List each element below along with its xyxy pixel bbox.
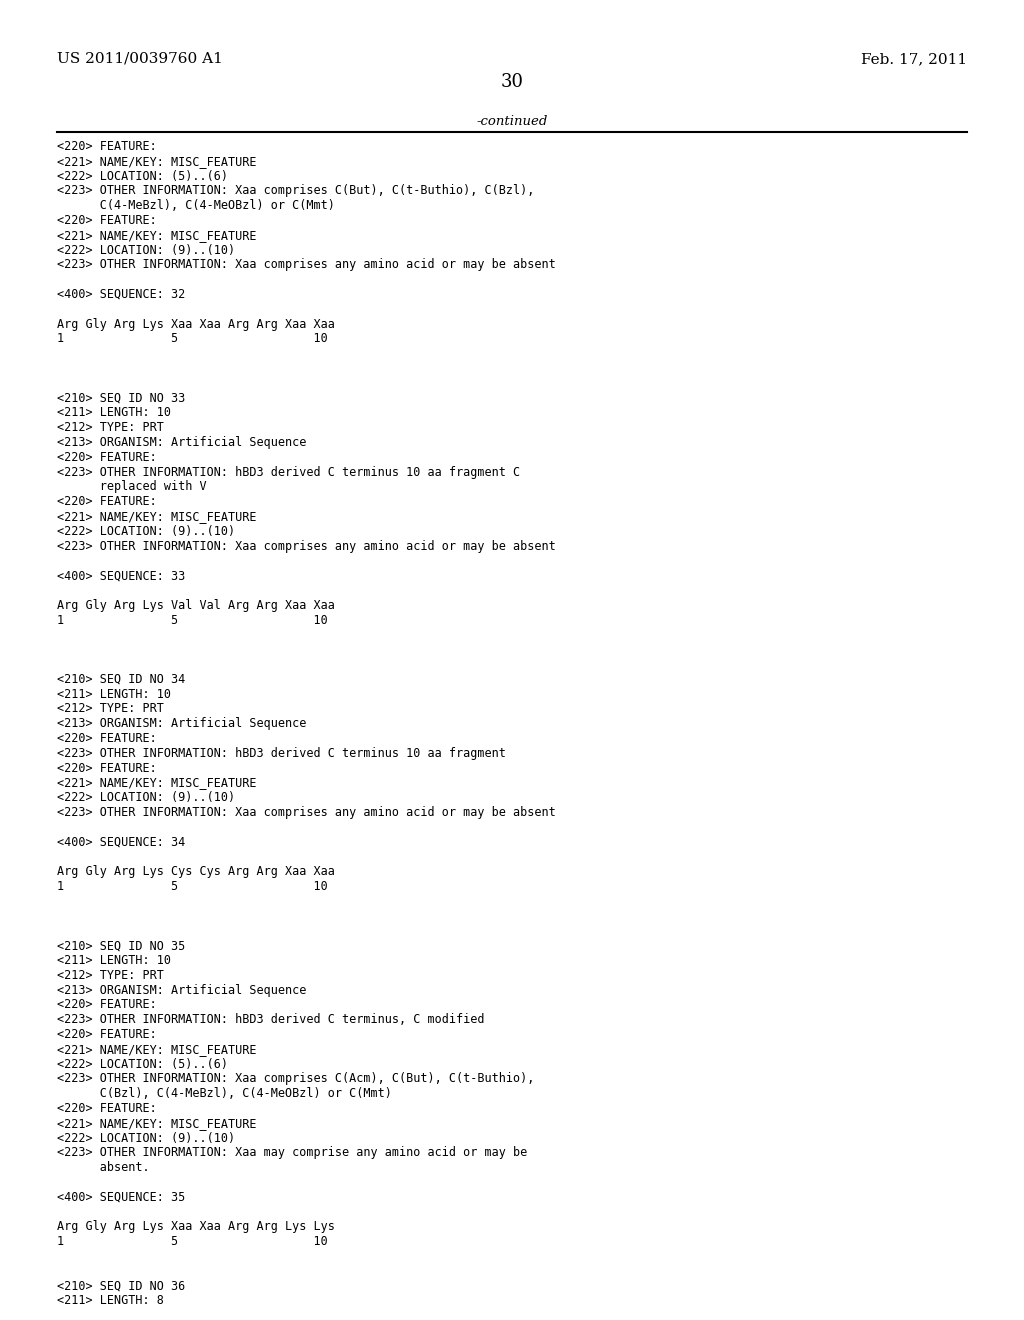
- Text: Arg Gly Arg Lys Xaa Xaa Arg Arg Lys Lys: Arg Gly Arg Lys Xaa Xaa Arg Arg Lys Lys: [57, 1221, 335, 1233]
- Text: C(4-MeBzl), C(4-MeOBzl) or C(Mmt): C(4-MeBzl), C(4-MeOBzl) or C(Mmt): [57, 199, 335, 213]
- Text: <220> FEATURE:: <220> FEATURE:: [57, 495, 157, 508]
- Text: <212> TYPE: PRT: <212> TYPE: PRT: [57, 421, 164, 434]
- Text: <220> FEATURE:: <220> FEATURE:: [57, 733, 157, 744]
- Text: <210> SEQ ID NO 35: <210> SEQ ID NO 35: [57, 940, 185, 952]
- Text: <400> SEQUENCE: 34: <400> SEQUENCE: 34: [57, 836, 185, 849]
- Text: Arg Gly Arg Lys Cys Cys Arg Arg Xaa Xaa: Arg Gly Arg Lys Cys Cys Arg Arg Xaa Xaa: [57, 865, 335, 878]
- Text: <400> SEQUENCE: 32: <400> SEQUENCE: 32: [57, 288, 185, 301]
- Text: 30: 30: [501, 73, 523, 91]
- Text: <223> OTHER INFORMATION: Xaa comprises any amino acid or may be absent: <223> OTHER INFORMATION: Xaa comprises a…: [57, 540, 556, 553]
- Text: <212> TYPE: PRT: <212> TYPE: PRT: [57, 969, 164, 982]
- Text: <223> OTHER INFORMATION: Xaa comprises C(But), C(t-Buthio), C(Bzl),: <223> OTHER INFORMATION: Xaa comprises C…: [57, 185, 535, 198]
- Text: <223> OTHER INFORMATION: Xaa may comprise any amino acid or may be: <223> OTHER INFORMATION: Xaa may compris…: [57, 1146, 527, 1159]
- Text: Feb. 17, 2011: Feb. 17, 2011: [861, 51, 967, 66]
- Text: <221> NAME/KEY: MISC_FEATURE: <221> NAME/KEY: MISC_FEATURE: [57, 776, 256, 789]
- Text: <220> FEATURE:: <220> FEATURE:: [57, 140, 157, 153]
- Text: US 2011/0039760 A1: US 2011/0039760 A1: [57, 51, 223, 66]
- Text: <222> LOCATION: (9)..(10): <222> LOCATION: (9)..(10): [57, 244, 236, 256]
- Text: <220> FEATURE:: <220> FEATURE:: [57, 998, 157, 1011]
- Text: <220> FEATURE:: <220> FEATURE:: [57, 1102, 157, 1115]
- Text: <210> SEQ ID NO 33: <210> SEQ ID NO 33: [57, 392, 185, 405]
- Text: <222> LOCATION: (9)..(10): <222> LOCATION: (9)..(10): [57, 1131, 236, 1144]
- Text: <222> LOCATION: (5)..(6): <222> LOCATION: (5)..(6): [57, 1057, 228, 1071]
- Text: <223> OTHER INFORMATION: hBD3 derived C terminus 10 aa fragment: <223> OTHER INFORMATION: hBD3 derived C …: [57, 747, 506, 760]
- Text: <210> SEQ ID NO 36: <210> SEQ ID NO 36: [57, 1279, 185, 1292]
- Text: <210> SEQ ID NO 34: <210> SEQ ID NO 34: [57, 673, 185, 686]
- Text: 1               5                   10: 1 5 10: [57, 1236, 328, 1249]
- Text: <223> OTHER INFORMATION: Xaa comprises C(Acm), C(But), C(t-Buthio),: <223> OTHER INFORMATION: Xaa comprises C…: [57, 1072, 535, 1085]
- Text: <221> NAME/KEY: MISC_FEATURE: <221> NAME/KEY: MISC_FEATURE: [57, 1117, 256, 1130]
- Text: <223> OTHER INFORMATION: hBD3 derived C terminus 10 aa fragment C: <223> OTHER INFORMATION: hBD3 derived C …: [57, 466, 520, 479]
- Text: Arg Gly Arg Lys Val Val Arg Arg Xaa Xaa: Arg Gly Arg Lys Val Val Arg Arg Xaa Xaa: [57, 599, 335, 611]
- Text: absent.: absent.: [57, 1162, 150, 1175]
- Text: <223> OTHER INFORMATION: hBD3 derived C terminus, C modified: <223> OTHER INFORMATION: hBD3 derived C …: [57, 1014, 484, 1026]
- Text: <222> LOCATION: (9)..(10): <222> LOCATION: (9)..(10): [57, 525, 236, 537]
- Text: C(Bzl), C(4-MeBzl), C(4-MeOBzl) or C(Mmt): C(Bzl), C(4-MeBzl), C(4-MeOBzl) or C(Mmt…: [57, 1088, 392, 1100]
- Text: <220> FEATURE:: <220> FEATURE:: [57, 762, 157, 775]
- Text: <213> ORGANISM: Artificial Sequence: <213> ORGANISM: Artificial Sequence: [57, 983, 306, 997]
- Text: <213> ORGANISM: Artificial Sequence: <213> ORGANISM: Artificial Sequence: [57, 436, 306, 449]
- Text: <400> SEQUENCE: 35: <400> SEQUENCE: 35: [57, 1191, 185, 1204]
- Text: <220> FEATURE:: <220> FEATURE:: [57, 1028, 157, 1041]
- Text: <221> NAME/KEY: MISC_FEATURE: <221> NAME/KEY: MISC_FEATURE: [57, 228, 256, 242]
- Text: 1               5                   10: 1 5 10: [57, 333, 328, 346]
- Text: <400> SEQUENCE: 33: <400> SEQUENCE: 33: [57, 569, 185, 582]
- Text: <220> FEATURE:: <220> FEATURE:: [57, 214, 157, 227]
- Text: Arg Gly Arg Lys Xaa Xaa Arg Arg Xaa Xaa: Arg Gly Arg Lys Xaa Xaa Arg Arg Xaa Xaa: [57, 318, 335, 330]
- Text: <211> LENGTH: 10: <211> LENGTH: 10: [57, 688, 171, 701]
- Text: <220> FEATURE:: <220> FEATURE:: [57, 451, 157, 463]
- Text: <223> OTHER INFORMATION: Xaa comprises any amino acid or may be absent: <223> OTHER INFORMATION: Xaa comprises a…: [57, 807, 556, 818]
- Text: <213> ORGANISM: Artificial Sequence: <213> ORGANISM: Artificial Sequence: [57, 717, 306, 730]
- Text: replaced with V: replaced with V: [57, 480, 207, 494]
- Text: 1               5                   10: 1 5 10: [57, 880, 328, 894]
- Text: <222> LOCATION: (5)..(6): <222> LOCATION: (5)..(6): [57, 169, 228, 182]
- Text: <211> LENGTH: 10: <211> LENGTH: 10: [57, 954, 171, 968]
- Text: <211> LENGTH: 10: <211> LENGTH: 10: [57, 407, 171, 420]
- Text: <221> NAME/KEY: MISC_FEATURE: <221> NAME/KEY: MISC_FEATURE: [57, 510, 256, 523]
- Text: <212> TYPE: PRT: <212> TYPE: PRT: [57, 702, 164, 715]
- Text: <223> OTHER INFORMATION: Xaa comprises any amino acid or may be absent: <223> OTHER INFORMATION: Xaa comprises a…: [57, 259, 556, 272]
- Text: <221> NAME/KEY: MISC_FEATURE: <221> NAME/KEY: MISC_FEATURE: [57, 1043, 256, 1056]
- Text: <221> NAME/KEY: MISC_FEATURE: <221> NAME/KEY: MISC_FEATURE: [57, 154, 256, 168]
- Text: <222> LOCATION: (9)..(10): <222> LOCATION: (9)..(10): [57, 791, 236, 804]
- Text: -continued: -continued: [476, 115, 548, 128]
- Text: <211> LENGTH: 8: <211> LENGTH: 8: [57, 1295, 164, 1307]
- Text: 1               5                   10: 1 5 10: [57, 614, 328, 627]
